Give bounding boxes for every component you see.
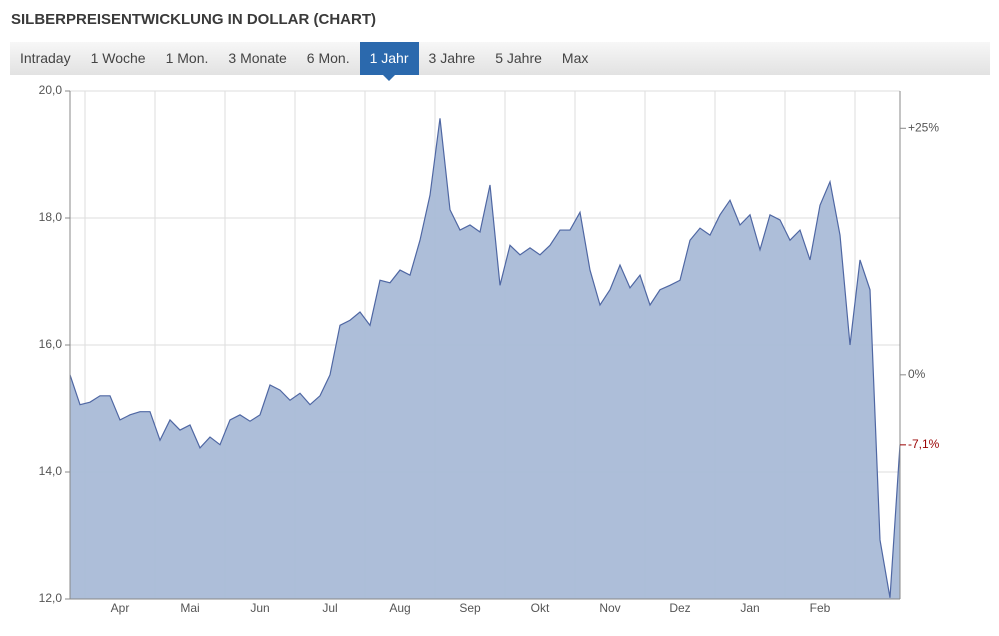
y2-tick-label: 0% <box>908 367 926 381</box>
y-tick-label: 16,0 <box>39 337 63 351</box>
area <box>70 118 900 600</box>
x-tick-label: Aug <box>389 601 410 615</box>
tab[interactable]: Max <box>561 50 589 66</box>
tab[interactable]: Intraday <box>20 50 71 66</box>
x-tick-label: Sep <box>459 601 481 615</box>
tab[interactable]: 1 Mon. <box>165 50 209 66</box>
tab[interactable]: 1 Woche <box>90 50 146 66</box>
x-tick-label: Mai <box>180 601 199 615</box>
x-tick-label: Okt <box>531 601 550 615</box>
tab[interactable]: 3 Jahre <box>428 50 476 66</box>
y-tick-label: 20,0 <box>39 83 63 97</box>
line <box>69 118 901 598</box>
tab[interactable]: 5 Jahre <box>495 50 542 66</box>
chart: 12,0 14,0 16,0 18,0 20,0 Apr Mai Jun Jul Aug Sep Ok… <box>39 83 940 615</box>
x-tick-label: Jan <box>740 601 759 615</box>
x-tick-label: Jun <box>250 601 269 615</box>
x-tick-label: Dez <box>669 601 690 615</box>
y-tick-label: 14,0 <box>39 464 63 478</box>
y-tick-label: 18,0 <box>39 210 63 224</box>
x-tick-label: Nov <box>599 601 620 615</box>
chart-title: SILBERPREISENTWICKLUNG IN DOLLAR (CHART) <box>11 11 376 28</box>
x-tick-label: Jul <box>322 601 337 615</box>
tab-bar: Intraday 1 Woche 1 Mon. 3 Monate 6 Mon. 1 Jah… <box>10 42 990 81</box>
y2-tick-label: +25% <box>908 120 939 134</box>
annotation-label: -7,1% <box>908 437 940 451</box>
y-tick-label: 12,0 <box>39 591 63 605</box>
tab[interactable]: 3 Monate <box>228 50 287 66</box>
x-tick-label: Feb <box>810 601 831 615</box>
tab[interactable]: 6 Mon. <box>306 50 350 66</box>
tab[interactable]: 1 Jahr <box>359 42 419 81</box>
x-tick-label: Apr <box>111 601 130 615</box>
